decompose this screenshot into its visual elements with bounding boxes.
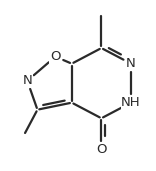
Text: O: O [96,143,107,156]
Text: O: O [50,50,61,63]
Text: N: N [126,57,136,70]
Text: N: N [22,74,32,87]
Text: NH: NH [121,96,141,109]
